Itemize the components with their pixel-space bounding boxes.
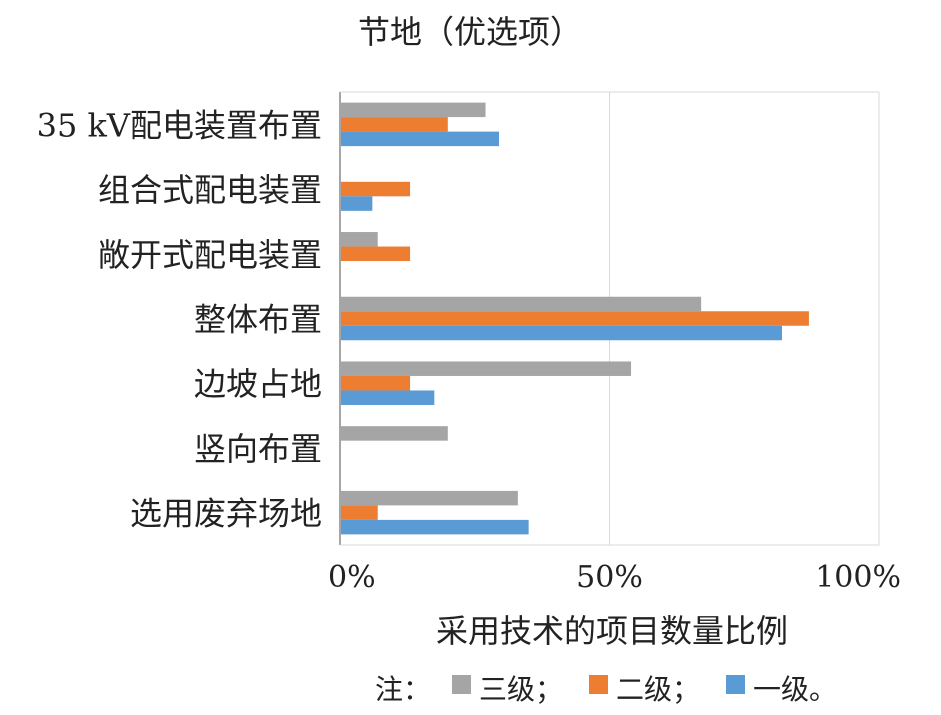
bars [341,102,809,535]
chart-title: 节地（优选项） [358,13,582,51]
legend: 注： 三级； 二级； 一级。 [375,673,837,706]
category-label: 敞开式配电装置 [98,236,322,274]
bar [341,375,411,391]
legend-swatch [452,675,471,694]
grid [339,91,880,546]
x-axis-title: 采用技术的项目数量比例 [436,612,788,650]
x-tick-label: 50% [576,560,643,595]
bar [341,311,809,326]
bar [341,296,702,312]
bar [341,131,500,147]
legend-swatch [726,675,745,694]
legend-label: 一级。 [753,673,837,706]
category-label: 竖向布置 [194,430,322,468]
category-label: 组合式配电装置 [98,171,322,209]
legend-label: 二级； [616,673,700,706]
category-labels: 35 kV配电装置布置组合式配电装置敞开式配电装置整体布置边坡占地竖向布置选用废… [37,106,322,532]
bar [341,196,373,211]
category-label: 边坡占地 [194,365,322,403]
category-label: 35 kV配电装置布置 [37,106,322,144]
category-label: 选用废弃场地 [130,495,322,533]
bar [341,390,435,405]
bar [341,426,448,441]
bar [341,505,378,520]
bar [341,361,632,376]
category-label: 整体布置 [194,301,322,339]
legend-prefix: 注： [375,673,431,706]
x-tick-label: 0% [328,560,376,595]
x-tick-label: 100% [815,560,901,595]
bar [341,117,448,132]
bar [341,325,782,341]
bar [341,246,411,262]
bar [341,490,518,506]
legend-label: 三级； [479,673,563,706]
bar [341,181,411,197]
legend-swatch [589,675,608,694]
bar [341,232,378,247]
bar [341,102,486,118]
bar [341,519,529,535]
x-tick-labels: 0% 50% 100% [328,560,901,595]
